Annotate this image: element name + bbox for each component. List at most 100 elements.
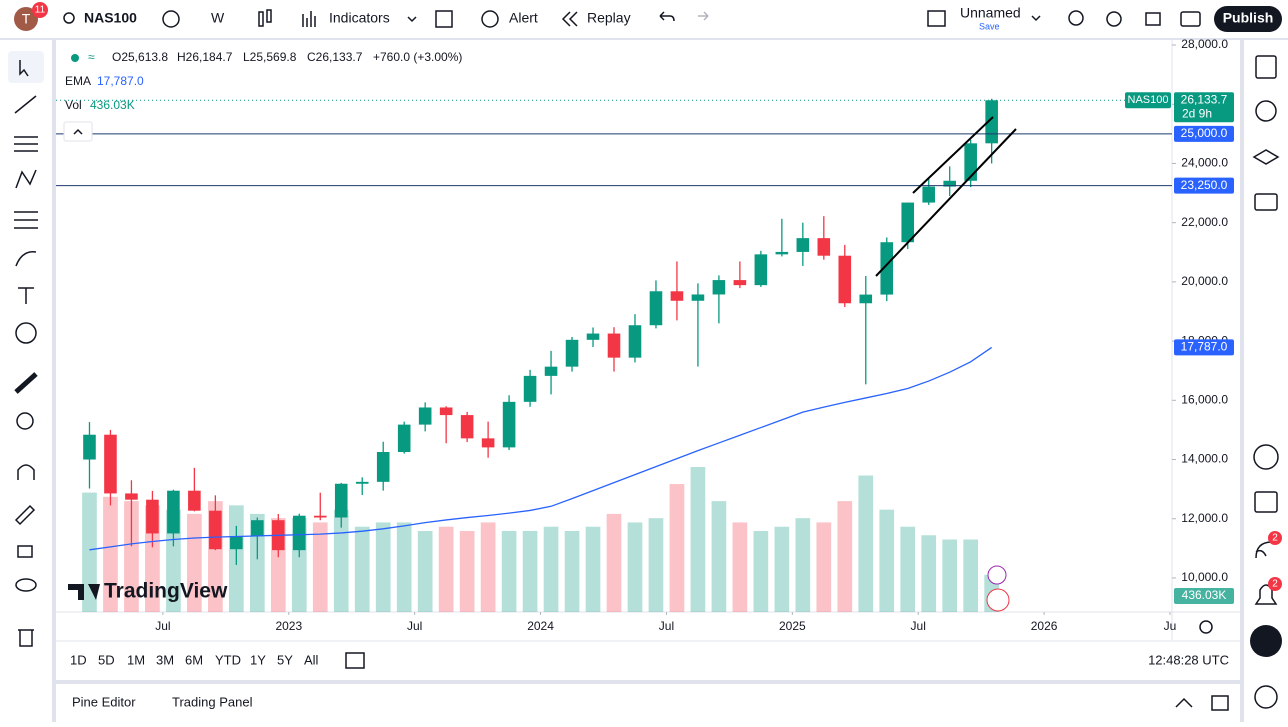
templates-icon[interactable] <box>435 10 453 28</box>
apps-button[interactable] <box>1250 625 1282 657</box>
range-button[interactable]: 1M <box>127 652 145 667</box>
brush-tool[interactable] <box>15 251 37 267</box>
watchlist-icon[interactable] <box>1255 55 1277 79</box>
range-button[interactable]: 5Y <box>277 652 293 667</box>
axis-settings-icon[interactable] <box>1199 620 1213 634</box>
trendline-tool[interactable] <box>14 95 37 114</box>
undo-icon[interactable] <box>659 11 675 22</box>
event-icon[interactable] <box>987 565 1007 585</box>
volume-bar <box>963 539 979 612</box>
volume-bar <box>480 522 496 612</box>
help-icon[interactable] <box>1254 685 1278 709</box>
maximize-icon[interactable] <box>1211 695 1229 711</box>
fullscreen-icon[interactable] <box>1145 12 1161 26</box>
cursor-tool[interactable] <box>19 60 29 77</box>
range-button[interactable]: All <box>304 652 319 667</box>
fib-tool[interactable] <box>14 136 38 152</box>
redo-icon[interactable] <box>698 11 709 21</box>
target-icon[interactable] <box>1253 444 1279 470</box>
layers-icon[interactable] <box>1252 149 1280 165</box>
expand-icon[interactable] <box>1175 697 1193 708</box>
date-range-icon[interactable] <box>345 652 365 669</box>
forecast-tool[interactable] <box>14 211 38 229</box>
icon-tool[interactable] <box>15 322 37 344</box>
notifications-icon[interactable] <box>1254 584 1278 605</box>
visibility-tool[interactable] <box>15 578 37 592</box>
search-icon[interactable] <box>63 12 75 24</box>
candle-body <box>670 291 684 301</box>
volume-bar <box>585 526 601 612</box>
chart-type-icon <box>266 9 272 23</box>
chat-icon[interactable] <box>1254 193 1278 211</box>
volume-bar <box>753 530 769 612</box>
chart-panel <box>56 40 1240 680</box>
calendar-icon[interactable] <box>1254 491 1278 513</box>
volume-bar <box>816 522 832 612</box>
dropdown-icon[interactable] <box>407 16 417 23</box>
magnet-tool[interactable] <box>17 464 35 480</box>
candle-body <box>964 143 977 181</box>
replay[interactable]: Replay <box>587 10 631 26</box>
candle-body <box>292 515 306 551</box>
ruler-tool[interactable] <box>14 372 38 394</box>
candle-body <box>544 366 558 376</box>
x-tick-label: Jul <box>407 619 422 633</box>
layout-name[interactable]: Unnamed <box>960 5 1021 21</box>
candle-body <box>838 255 852 304</box>
range-button[interactable]: 6M <box>185 652 203 667</box>
x-tick-label: 2025 <box>779 619 806 633</box>
event-icon[interactable] <box>986 588 1010 612</box>
lock-tool[interactable] <box>17 545 33 558</box>
text-tool[interactable] <box>18 287 34 304</box>
publish-button[interactable] <box>1214 6 1282 32</box>
remove-tool[interactable] <box>18 629 34 647</box>
volume-bar <box>711 501 727 612</box>
dropdown-icon[interactable] <box>1031 15 1041 22</box>
add-symbol-icon[interactable] <box>162 10 180 28</box>
panel-tab[interactable]: Trading Panel <box>172 694 253 709</box>
chart-type-icon[interactable] <box>258 11 264 27</box>
alerts-icon[interactable] <box>1255 100 1277 122</box>
layout-icon[interactable] <box>927 10 946 27</box>
level-tag <box>1174 177 1234 194</box>
range-button[interactable]: 5D <box>98 652 115 667</box>
range-button[interactable]: YTD <box>215 652 241 667</box>
y-tick-label: 22,000.0 <box>1181 215 1228 229</box>
alert[interactable]: Alert <box>509 10 538 26</box>
indicators[interactable]: Indicators <box>329 10 390 26</box>
ohlc-close: C26,133.7 <box>307 50 363 64</box>
avatar[interactable] <box>14 7 38 31</box>
volume-bar <box>921 535 937 612</box>
candle-body <box>922 186 936 203</box>
range-button[interactable]: 1D <box>70 652 87 667</box>
drawing-mode-tool[interactable] <box>14 504 36 526</box>
quick-search-icon[interactable] <box>1068 10 1084 26</box>
pattern-tool[interactable] <box>15 169 37 189</box>
badge-text: 2 <box>1272 579 1278 590</box>
candle-body <box>691 294 705 301</box>
symbol[interactable]: NAS100 <box>84 10 137 26</box>
volume-bar <box>795 518 811 612</box>
snapshot-icon[interactable] <box>1180 11 1201 27</box>
y-tick-label: 12,000.0 <box>1181 511 1228 525</box>
bottom-panel <box>56 684 1240 722</box>
candle-body <box>649 291 663 326</box>
candle-body <box>146 499 159 534</box>
zoom-tool[interactable] <box>16 412 34 430</box>
range-button[interactable]: 3M <box>156 652 174 667</box>
interval[interactable]: W <box>211 10 225 26</box>
collapse-button[interactable] <box>63 121 93 142</box>
volume-bar <box>648 518 664 612</box>
range-button[interactable]: 1Y <box>250 652 266 667</box>
ohlc-change: +760.0 (+3.00%) <box>373 50 462 64</box>
x-tick-label: 2026 <box>1031 619 1058 633</box>
y-tick-label: 20,000.0 <box>1181 274 1228 288</box>
settings-icon[interactable] <box>1106 11 1122 27</box>
volume-bar <box>564 530 580 612</box>
panel-tab[interactable]: Pine Editor <box>72 694 136 709</box>
save-label[interactable]: Save <box>979 21 1000 31</box>
volume-bar <box>942 539 958 612</box>
volume-bar <box>900 526 916 612</box>
candle-body <box>523 375 537 402</box>
